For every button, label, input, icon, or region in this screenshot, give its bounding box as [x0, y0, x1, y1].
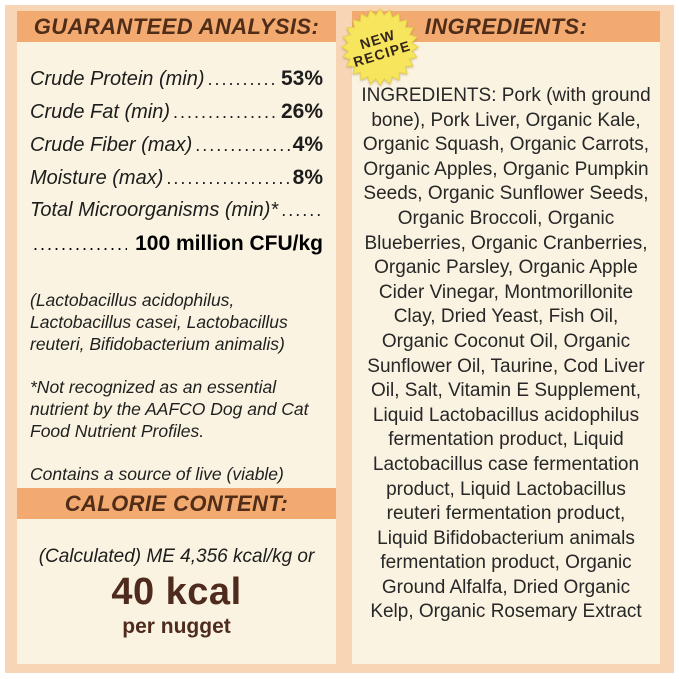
row-value: 8% — [292, 166, 323, 189]
row-value: 4% — [292, 133, 323, 156]
row-label: Crude Fiber (max) — [30, 134, 193, 156]
row-label: Crude Fat (min) — [30, 101, 171, 123]
ingredients-text: INGREDIENTS: Pork (with ground bone), Po… — [361, 85, 651, 623]
table-row: Moisture (max) .................. 8% — [30, 166, 323, 199]
cfu-value: 100 million CFU/kg — [135, 232, 323, 255]
label-background: GUARANTEED ANALYSIS: Crude Protein (min)… — [5, 5, 674, 673]
calorie-content-header: CALORIE CONTENT: — [17, 488, 336, 519]
table-row: Crude Protein (min) ............. 53% — [30, 67, 323, 100]
calorie-content-section: CALORIE CONTENT: (Calculated) ME 4,356 k… — [17, 488, 336, 639]
microorganism-list-note: (Lactobacillus acidophilus, Lactobacillu… — [30, 290, 288, 354]
row-label: Crude Protein (min) — [30, 68, 205, 90]
row-value: 53% — [280, 67, 323, 90]
guaranteed-analysis-panel: GUARANTEED ANALYSIS: Crude Protein (min)… — [17, 11, 336, 664]
starburst-icon — [341, 8, 419, 86]
dot-leader: .................. — [166, 168, 290, 188]
dot-leader: .......... — [281, 200, 320, 220]
dot-leader: ............... — [195, 135, 289, 155]
row-label: Moisture (max) — [30, 167, 164, 189]
table-row: Crude Fat (min) .................. 26% — [30, 100, 323, 133]
calorie-calculated-line: (Calculated) ME 4,356 kcal/kg or — [38, 546, 315, 567]
aafco-footnote: *Not recognized as an essential nutrient… — [30, 377, 309, 441]
dot-leader: .................. — [173, 102, 278, 122]
analysis-table: Crude Protein (min) ............. 53% Cr… — [30, 67, 323, 232]
ingredients-panel: INGREDIENTS: INGREDIENTS: Pork (with gro… — [352, 11, 660, 664]
row-label: Total Microorganisms (min)* — [30, 199, 279, 221]
table-row: Total Microorganisms (min)* .......... — [30, 199, 323, 232]
new-recipe-badge: NEW RECIPE — [341, 8, 419, 86]
calorie-value: 40 kcal — [111, 571, 242, 613]
dot-leader: ............. — [207, 69, 278, 89]
row-value: 26% — [280, 100, 323, 123]
dot-leader: .............. — [33, 234, 128, 254]
table-row: Crude Fiber (max) ............... 4% — [30, 133, 323, 166]
cfu-value-row: .............. 100 million CFU/kg — [30, 232, 323, 265]
starburst-shape — [341, 8, 419, 86]
guaranteed-analysis-header: GUARANTEED ANALYSIS: — [17, 11, 336, 42]
calorie-unit: per nugget — [122, 615, 231, 638]
